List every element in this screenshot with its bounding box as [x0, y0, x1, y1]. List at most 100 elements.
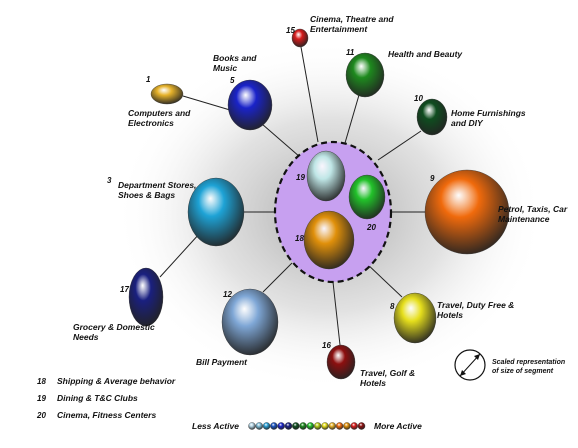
activity-dot [299, 422, 307, 430]
activity-dot [270, 422, 278, 430]
activity-dot [321, 422, 329, 430]
hub-segment-18: 18 [295, 210, 355, 270]
segment-16: 16 Travel, Golf &Hotels [322, 341, 415, 388]
segment-label: Maintenance [498, 214, 550, 224]
segment-label: Travel, Duty Free & [437, 300, 514, 310]
segment-11: 11 Health and Beauty [345, 48, 463, 98]
activity-scale-dots [248, 422, 366, 430]
segment-number: 8 [390, 302, 395, 311]
segment-bubble [150, 83, 184, 105]
hub-legend-id: 18 [37, 377, 46, 386]
connector-line [377, 130, 422, 161]
scale-circle-icon [454, 349, 486, 381]
segment-bubble [128, 267, 164, 327]
segment-label: and DIY [451, 118, 484, 128]
activity-dot [306, 422, 315, 430]
segment-label: Health and Beauty [388, 49, 463, 59]
segment-8: 8 Travel, Duty Free &Hotels [390, 292, 514, 344]
hub-segment-number: 18 [295, 234, 304, 243]
activity-dot [248, 422, 256, 430]
activity-dot [277, 422, 285, 430]
hub-legend-id: 20 [36, 411, 46, 420]
segment-label: Petrol, Taxis, Car [498, 204, 568, 214]
segment-bubble [187, 177, 245, 247]
segment-label: Computers and [128, 108, 191, 118]
activity-dot [292, 422, 300, 430]
activity-dot [255, 422, 264, 430]
segment-number: 3 [107, 176, 112, 185]
segment-number: 11 [346, 48, 355, 57]
segment-label: Bill Payment [196, 357, 248, 367]
less-active-label: Less Active [192, 421, 239, 431]
hub-segment-number: 19 [296, 173, 305, 182]
connector-line [344, 94, 360, 144]
hub-legend: 18 Shipping & Average behavior 19 Dining… [36, 376, 176, 420]
segment-number: 9 [430, 174, 435, 183]
connector-line [364, 261, 403, 298]
segment-bubble [345, 52, 385, 98]
activity-dot [357, 422, 366, 430]
connector-line [262, 262, 293, 293]
segment-label: Electronics [128, 118, 174, 128]
hub-segments: 19 20 18 [295, 150, 386, 270]
hub-segment-bubble [306, 150, 346, 202]
hub-legend-text: Cinema, Fitness Centers [57, 410, 156, 420]
segment-bubble [221, 288, 279, 356]
segment-number: 1 [146, 75, 151, 84]
segment-label: Music [213, 63, 237, 73]
activity-dot [335, 422, 344, 430]
segment-bubble [227, 79, 273, 131]
segment-label: Grocery & Domestic [73, 322, 155, 332]
segment-label: Department Stores, [118, 180, 196, 190]
segment-3: 3 Department Stores,Shoes & Bags [107, 176, 245, 247]
scale-note: Scaled representation of size of segment [454, 349, 565, 381]
segment-bubble [424, 169, 510, 255]
activity-dot [262, 422, 271, 430]
segment-number: 16 [322, 341, 331, 350]
hub-segment-bubble [348, 174, 386, 220]
connector-line [182, 95, 231, 111]
connector-line [261, 123, 301, 158]
segment-label: Books and [213, 53, 257, 63]
segment-label: Home Furnishings [451, 108, 526, 118]
connector-line [300, 46, 319, 143]
more-active-label: More Active [374, 421, 422, 431]
segment-bubble [291, 28, 309, 48]
segment-12: 12 Bill Payment [196, 288, 279, 367]
connector-line [332, 281, 341, 346]
segment-label: Needs [73, 332, 99, 342]
activity-dot [284, 422, 293, 430]
scale-arrowhead-icon [474, 354, 480, 360]
segment-bubble [416, 98, 448, 136]
scale-note-line: Scaled representation [492, 359, 565, 366]
segment-label: Hotels [437, 310, 463, 320]
hub-legend-text: Dining & T&C Clubs [57, 393, 138, 403]
activity-scale: Less Active More Active [192, 421, 422, 431]
hub-segment-20: 20 [348, 174, 386, 232]
segment-number: 15 [286, 26, 295, 35]
connector-line [159, 232, 201, 278]
hub-segment-19: 19 [296, 150, 346, 202]
activity-dot [350, 422, 358, 430]
scale-note-line: of size of segment [492, 368, 554, 375]
hub-segment-number: 20 [366, 223, 376, 232]
segment-number: 17 [120, 285, 129, 294]
segment-label: Cinema, Theatre and [310, 14, 394, 24]
activity-dot [328, 422, 337, 430]
activity-dot [343, 422, 351, 430]
segment-number: 5 [230, 76, 235, 85]
hub-segment-bubble [303, 210, 355, 270]
connector-lines [159, 46, 425, 346]
hub-legend-id: 19 [37, 394, 46, 403]
segment-bubble [393, 292, 437, 344]
segment-label: Hotels [360, 378, 386, 388]
hub-legend-text: Shipping & Average behavior [57, 376, 176, 386]
scale-arrowhead-icon [460, 370, 466, 376]
